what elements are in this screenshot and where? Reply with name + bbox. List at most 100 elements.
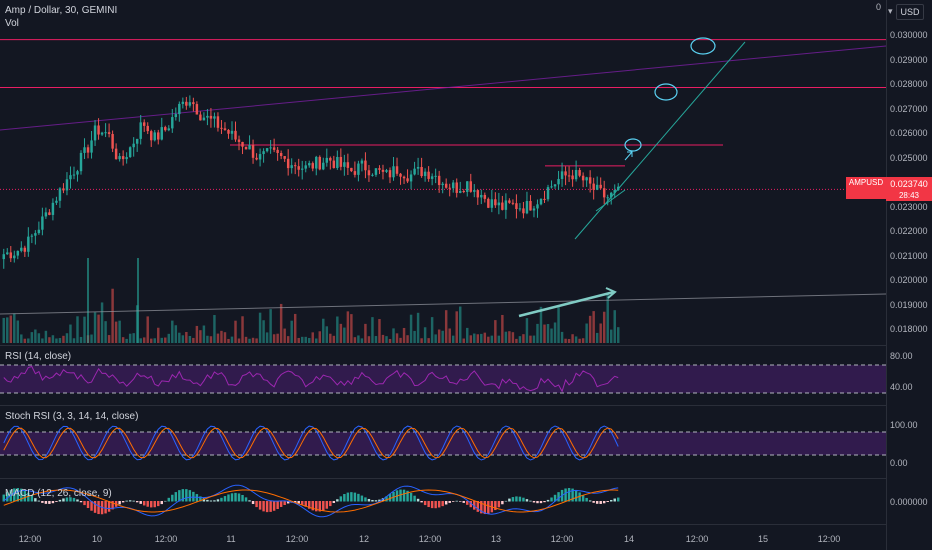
macd-histogram-bar (262, 501, 265, 512)
candle-body (44, 212, 48, 217)
pane-separator[interactable] (0, 345, 886, 346)
price-axis[interactable] (886, 0, 932, 550)
macd-histogram-bar (420, 501, 423, 503)
macd-histogram-bar (430, 501, 434, 509)
macd-histogram-bar (216, 499, 220, 502)
macd-histogram-bar (602, 501, 606, 504)
volume-bar (451, 335, 455, 343)
candle-body (9, 252, 13, 259)
candle-body (571, 175, 574, 180)
time-tick-label: 14 (623, 534, 635, 544)
candle-body (339, 156, 343, 167)
candle-body (286, 158, 290, 169)
candle-body (146, 125, 149, 132)
symbol-title[interactable]: Amp / Dollar, 30, GEMINI (5, 5, 118, 16)
volume-bar (58, 338, 62, 343)
macd-histogram-bar (339, 496, 343, 502)
macd-legend[interactable]: MACD (12, 26, close, 9) (5, 488, 112, 499)
volume-bar (437, 329, 441, 343)
macd-histogram-bar (444, 501, 448, 505)
macd-histogram-bar (30, 495, 34, 502)
volume-bar (230, 336, 234, 343)
volume-bar (574, 336, 578, 343)
volume-bar (350, 314, 353, 343)
macd-histogram-bar (578, 492, 581, 502)
candle-body (350, 167, 353, 172)
ticker-badge: AMPUSD (846, 177, 886, 199)
candle-body (420, 166, 423, 177)
volume-bar (27, 338, 30, 343)
time-tick-label: 12:00 (18, 534, 42, 544)
rsi-level-40: 40.00 (890, 382, 913, 392)
rsi-legend[interactable]: RSI (14, close) (5, 351, 72, 362)
price-tick-label: 0.023000 (890, 201, 928, 212)
volume-bar (265, 332, 269, 343)
rsi-band (0, 365, 886, 393)
macd-histogram-bar (181, 489, 185, 502)
volume-bar (286, 336, 290, 343)
macd-histogram-bar (76, 499, 79, 502)
candle-body (30, 235, 34, 237)
candle-body (220, 127, 223, 129)
candle-body (371, 174, 374, 176)
candle-body (322, 162, 325, 170)
volume-bar (444, 310, 448, 343)
candle-body (374, 168, 378, 175)
macd-histogram-bar (72, 497, 76, 502)
volume-bar (406, 335, 409, 343)
volume-bar (62, 335, 65, 343)
macd-histogram-bar (223, 496, 227, 502)
candle-body (388, 170, 392, 178)
macd-histogram-bar (90, 501, 93, 511)
candle-body (269, 147, 272, 149)
macd-histogram-bar (2, 494, 5, 502)
candle-body (199, 114, 202, 121)
stoch-band (0, 432, 886, 455)
candle-body (357, 163, 360, 175)
time-tick-label: 12:00 (685, 534, 709, 544)
macd-histogram-bar (234, 492, 237, 502)
candle-body (480, 194, 483, 198)
macd-histogram-bar (367, 498, 371, 502)
rsi-level-80: 80.00 (890, 351, 913, 361)
pane-separator[interactable] (0, 405, 886, 406)
stoch-rsi-legend[interactable]: Stoch RSI (3, 3, 14, 14, close) (5, 411, 139, 422)
candle-body (150, 131, 153, 141)
candle-body (469, 181, 472, 192)
candle-body (360, 160, 364, 164)
macd-histogram-bar (150, 501, 153, 508)
volume-bar (599, 323, 602, 343)
pane-separator[interactable] (0, 478, 886, 479)
volume-bar (241, 316, 244, 343)
candle-body (308, 163, 311, 166)
candle-body (395, 166, 399, 174)
candle-body (343, 162, 346, 167)
candle-body (83, 147, 86, 153)
candle-body (567, 175, 571, 177)
macd-histogram-bar (476, 501, 480, 512)
candle-body (451, 182, 455, 189)
chevron-down-icon[interactable]: ▾ (888, 6, 893, 16)
macd-histogram-bar (360, 495, 364, 502)
candle-body (58, 188, 62, 201)
currency-button[interactable]: USD (896, 4, 924, 20)
volume-bar (146, 316, 149, 343)
volume-bar (6, 317, 9, 343)
price-tick-label: 0.018000 (890, 324, 928, 334)
candle-body (437, 175, 441, 186)
volume-bar (448, 328, 451, 343)
macd-histogram-bar (318, 501, 322, 512)
macd-histogram-bar (416, 498, 420, 502)
time-tick-label: 12 (358, 534, 370, 544)
candle-body (160, 127, 163, 140)
volume-legend[interactable]: Vol (5, 18, 19, 29)
volume-bar (142, 337, 146, 343)
candle-body (487, 198, 490, 208)
macd-histogram-bar (515, 496, 518, 502)
candle-body (237, 139, 241, 142)
macd-histogram-bar (135, 501, 139, 503)
macd-histogram-bar (248, 500, 251, 502)
macd-histogram-bar (48, 501, 51, 504)
